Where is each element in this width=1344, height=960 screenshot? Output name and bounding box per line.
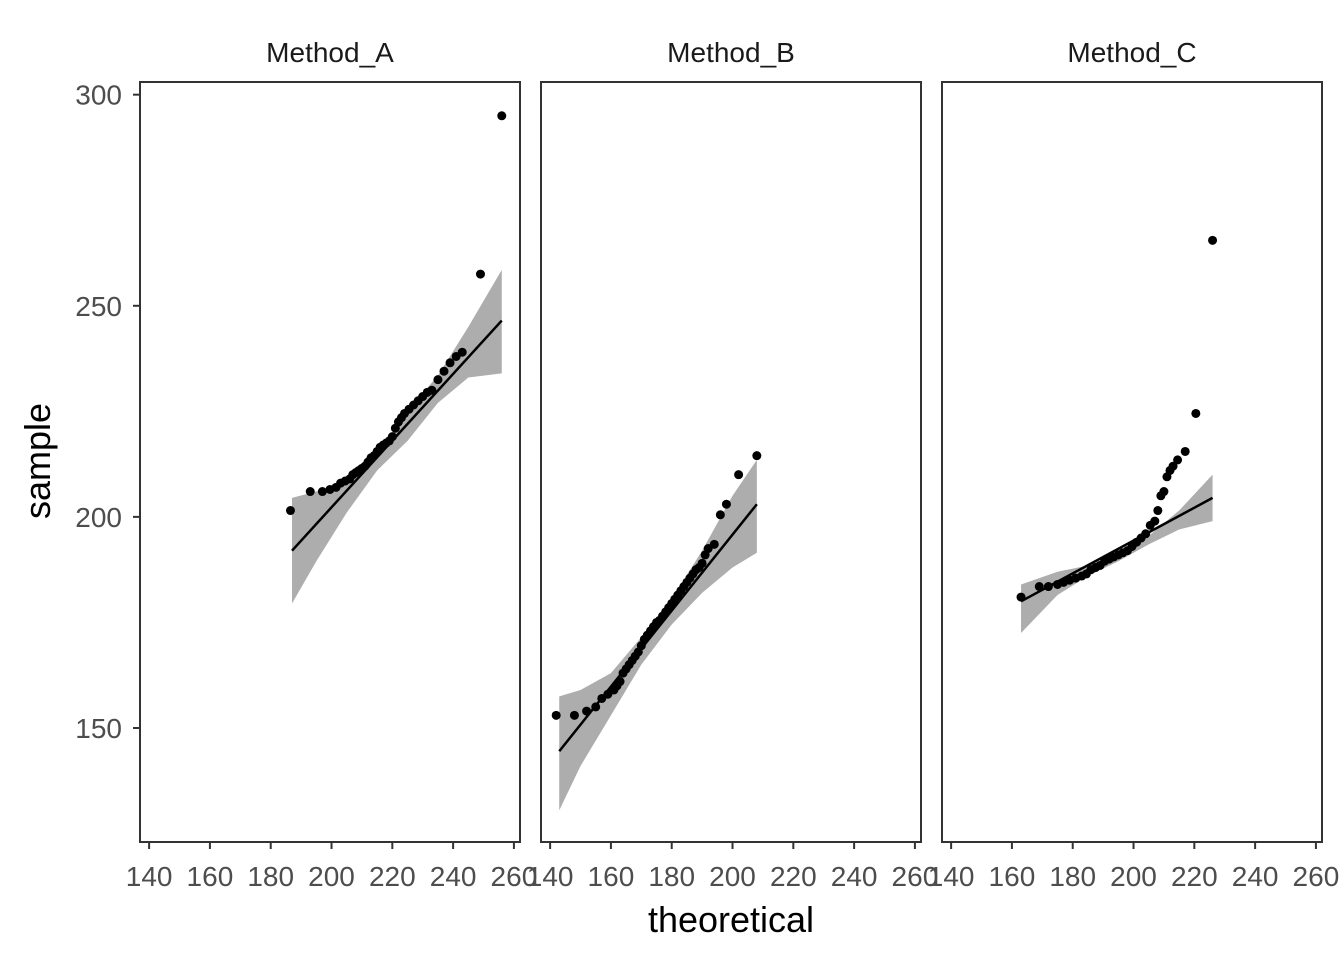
fit-line bbox=[558, 503, 758, 753]
panel-strip-title: Method_A bbox=[266, 37, 394, 68]
data-point bbox=[475, 269, 485, 279]
panel-border bbox=[139, 81, 521, 843]
confidence-band bbox=[559, 459, 757, 811]
data-point bbox=[1016, 592, 1026, 602]
x-tick-label: 220 bbox=[770, 861, 817, 892]
x-tick-label: 180 bbox=[648, 861, 695, 892]
x-tick-label: 220 bbox=[369, 861, 416, 892]
x-axis-title: theoretical bbox=[648, 899, 814, 940]
y-tick-label: 300 bbox=[75, 80, 122, 111]
data-point bbox=[1173, 455, 1183, 465]
x-tick-label: 260 bbox=[491, 861, 538, 892]
facet-panels: 150 200 250 300 Method_A 140 160 180 200 220 240 26… bbox=[75, 37, 1339, 892]
data-point bbox=[752, 451, 762, 461]
data-point bbox=[1043, 582, 1053, 592]
data-point bbox=[1191, 408, 1201, 418]
panel-strip-title: Method_C bbox=[1067, 37, 1196, 68]
panel-method-b: Method_B 140 160 180 200 220 240 260 bbox=[527, 37, 939, 892]
data-point bbox=[1034, 582, 1044, 592]
x-tick-label: 260 bbox=[892, 861, 939, 892]
data-point bbox=[734, 470, 744, 480]
x-tick-label: 220 bbox=[1171, 861, 1218, 892]
data-point bbox=[427, 385, 437, 395]
x-tick-label: 140 bbox=[928, 861, 975, 892]
fit-line bbox=[1020, 496, 1214, 603]
data-point bbox=[591, 702, 601, 712]
y-tick-label: 200 bbox=[75, 502, 122, 533]
panel-strip-title: Method_B bbox=[667, 37, 795, 68]
data-point bbox=[1208, 235, 1218, 245]
x-tick-label: 260 bbox=[1293, 861, 1340, 892]
data-point bbox=[433, 375, 443, 385]
data-point bbox=[387, 432, 397, 442]
fit-line bbox=[291, 319, 503, 552]
data-point bbox=[697, 558, 707, 568]
data-point bbox=[497, 111, 507, 121]
panel-border bbox=[540, 81, 922, 843]
panel-method-c: Method_C 140 160 180 200 220 240 260 bbox=[928, 37, 1340, 892]
y-axis-title: sample bbox=[17, 403, 58, 519]
x-tick-label: 160 bbox=[588, 861, 635, 892]
data-point bbox=[445, 358, 455, 368]
panel-method-a: Method_A 140 160 180 200 220 240 260 bbox=[126, 37, 538, 892]
x-tick-label: 240 bbox=[430, 861, 477, 892]
data-point bbox=[305, 487, 315, 497]
data-point bbox=[569, 710, 579, 720]
x-tick-label: 200 bbox=[308, 861, 355, 892]
data-point bbox=[1150, 516, 1160, 526]
x-tick-label: 180 bbox=[1049, 861, 1096, 892]
x-tick-label: 140 bbox=[527, 861, 574, 892]
data-point bbox=[1168, 461, 1178, 471]
data-point bbox=[715, 510, 725, 520]
y-tick-label: 150 bbox=[75, 713, 122, 744]
data-point bbox=[457, 347, 467, 357]
data-point bbox=[709, 539, 719, 549]
data-point bbox=[439, 366, 449, 376]
x-tick-label: 160 bbox=[989, 861, 1036, 892]
x-tick-label: 240 bbox=[831, 861, 878, 892]
x-tick-label: 240 bbox=[1232, 861, 1279, 892]
data-point bbox=[1159, 487, 1169, 497]
y-tick-label: 250 bbox=[75, 291, 122, 322]
data-point bbox=[1180, 446, 1190, 456]
x-tick-label: 140 bbox=[126, 861, 173, 892]
data-point bbox=[615, 677, 625, 687]
data-point bbox=[317, 487, 327, 497]
data-point bbox=[582, 706, 592, 716]
panel-border bbox=[941, 81, 1323, 843]
data-point bbox=[285, 506, 295, 516]
data-point bbox=[1141, 529, 1151, 539]
x-tick-label: 200 bbox=[1110, 861, 1157, 892]
x-tick-label: 180 bbox=[247, 861, 294, 892]
data-point bbox=[721, 499, 731, 509]
x-tick-label: 160 bbox=[187, 861, 234, 892]
x-tick-label: 200 bbox=[709, 861, 756, 892]
data-point bbox=[551, 710, 561, 720]
data-point bbox=[1153, 506, 1163, 516]
